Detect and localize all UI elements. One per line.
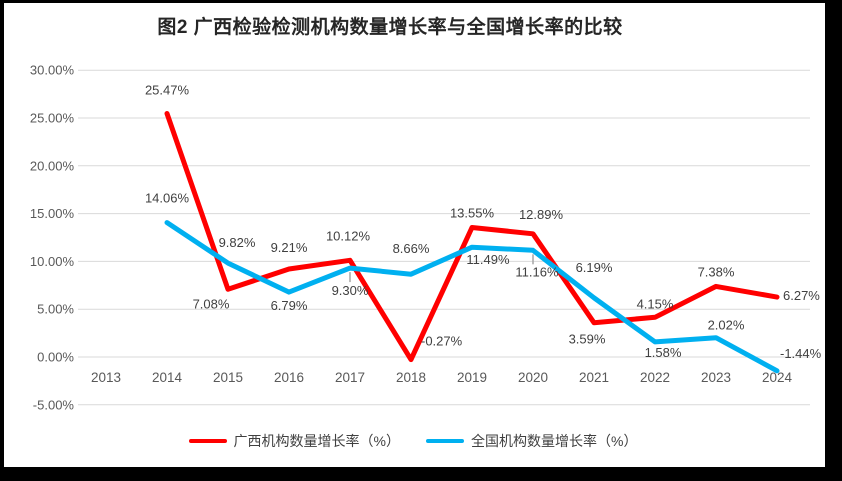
data-label: 9.82% — [219, 235, 256, 250]
data-label: 25.47% — [145, 83, 190, 98]
x-tick-label: 2024 — [762, 370, 793, 385]
data-label: 14.06% — [145, 191, 190, 206]
data-label: 6.27% — [783, 288, 820, 303]
data-label: 6.79% — [271, 298, 308, 313]
legend-label: 全国机构数量增长率（%） — [471, 433, 638, 449]
y-tick-label: 20.00% — [30, 158, 75, 173]
legend-item: 全国机构数量增长率（%） — [426, 431, 637, 451]
y-tick-label: 5.00% — [37, 302, 74, 317]
data-label: 6.19% — [576, 260, 613, 275]
x-tick-label: 2018 — [396, 370, 426, 385]
series-line — [164, 220, 780, 374]
x-tick-label: 2022 — [640, 370, 670, 385]
data-label: 4.15% — [637, 296, 674, 311]
data-label: -1.44% — [780, 346, 822, 361]
x-tick-label: 2013 — [91, 370, 121, 385]
data-label: 11.16% — [515, 264, 559, 279]
y-tick-label: 30.00% — [30, 63, 75, 78]
data-label: 9.21% — [271, 240, 308, 255]
data-label: 8.66% — [393, 241, 430, 256]
data-label: 2.02% — [708, 318, 745, 333]
x-tick-label: 2015 — [213, 370, 243, 385]
legend-marker-line — [426, 439, 464, 443]
x-tick-label: 2023 — [701, 370, 731, 385]
legend-marker-line — [188, 439, 227, 443]
data-label: 1.58% — [645, 345, 682, 360]
chart-legend: 广西机构数量增长率（%） 全国机构数量增长率（%） — [0, 431, 826, 451]
data-label: 7.38% — [698, 264, 735, 279]
y-tick-label: 15.00% — [30, 206, 75, 221]
x-tick-label: 2016 — [274, 370, 304, 385]
y-tick-label: 10.00% — [30, 254, 75, 269]
data-label: 11.49% — [466, 252, 510, 267]
chart-panel — [4, 3, 825, 467]
series-line — [164, 111, 780, 363]
data-label: 3.59% — [569, 332, 606, 347]
data-label: 10.12% — [326, 228, 371, 243]
x-tick-label: 2017 — [335, 370, 365, 385]
data-label: 13.55% — [450, 205, 495, 220]
data-label: 9.30% — [332, 283, 369, 298]
legend-label: 广西机构数量增长率（%） — [233, 433, 400, 449]
x-tick-label: 2020 — [518, 370, 548, 385]
y-tick-label: -5.00% — [33, 397, 75, 412]
x-tick-label: 2021 — [579, 370, 609, 385]
x-tick-label: 2019 — [457, 370, 487, 385]
chart-title: 图2 广西检验检测机构数量增长率与全国增长率的比较 — [157, 17, 623, 38]
x-tick-label: 2014 — [152, 370, 183, 385]
data-label: 12.89% — [519, 207, 564, 222]
y-tick-label: 0.00% — [37, 350, 74, 365]
data-label: 7.08% — [193, 296, 230, 311]
y-tick-label: 25.00% — [30, 111, 75, 126]
legend-item: 广西机构数量增长率（%） — [188, 431, 400, 451]
data-label: -0.27% — [421, 334, 463, 349]
